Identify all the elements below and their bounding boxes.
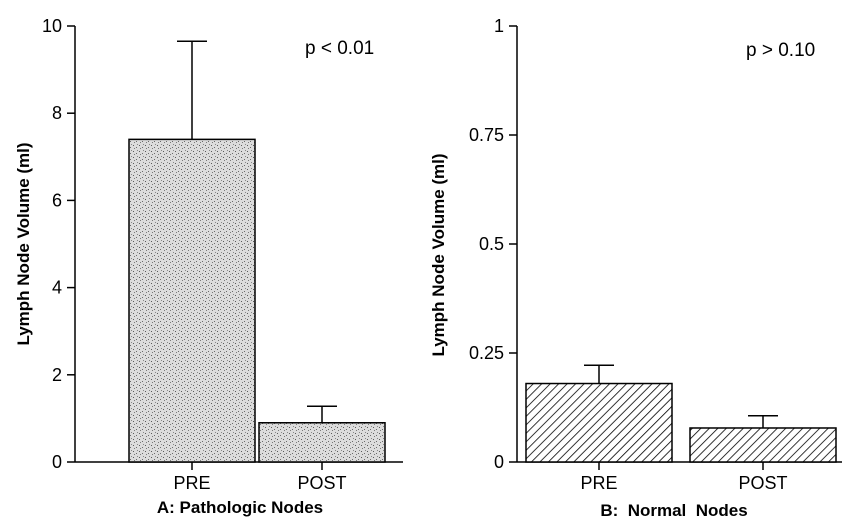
x-category-label: POST — [738, 473, 787, 493]
panel-b-y-label: Lymph Node Volume (ml) — [429, 153, 448, 356]
y-tick-label: 0.75 — [469, 125, 504, 145]
y-tick-label: 0.25 — [469, 343, 504, 363]
panel-b-bars: PRE POST — [525, 364, 837, 493]
bar-pre — [525, 382, 673, 463]
y-tick-label: 1 — [494, 16, 504, 36]
bar-post — [689, 427, 837, 463]
panel-a-y-label: Lymph Node Volume (ml) — [14, 142, 33, 345]
x-category-label: POST — [297, 473, 346, 493]
bar-post — [258, 422, 386, 463]
panel-b-normal-nodes: 0 0.25 0.5 0.75 1 PRE POST p > 0.10 Lymph Nod… — [429, 16, 842, 520]
panel-b-p-value: p > 0.10 — [746, 40, 815, 61]
panel-a-pathologic-nodes: 0 2 4 6 8 10 PRE POST p < 0.01 Lymph Node Volu… — [14, 16, 403, 517]
y-tick-label: 6 — [52, 190, 62, 210]
panel-b-y-ticks: 0 0.25 0.5 0.75 1 — [469, 16, 517, 472]
y-tick-label: 2 — [52, 365, 62, 385]
x-category-label: PRE — [173, 473, 210, 493]
y-tick-label: 8 — [52, 103, 62, 123]
y-tick-label: 4 — [52, 278, 62, 298]
y-tick-label: 10 — [42, 16, 62, 36]
panel-a-p-value: p < 0.01 — [305, 38, 374, 59]
y-tick-label: 0.5 — [479, 234, 504, 254]
y-tick-label: 0 — [52, 452, 62, 472]
panel-a-caption: A: Pathologic Nodes — [157, 498, 323, 517]
bar-pre — [128, 138, 256, 463]
panel-a-y-ticks: 0 2 4 6 8 10 — [42, 16, 75, 472]
panel-b-caption: B: Normal Nodes — [600, 501, 747, 520]
panel-a-bars: PRE POST — [128, 40, 386, 493]
x-category-label: PRE — [580, 473, 617, 493]
y-tick-label: 0 — [494, 452, 504, 472]
